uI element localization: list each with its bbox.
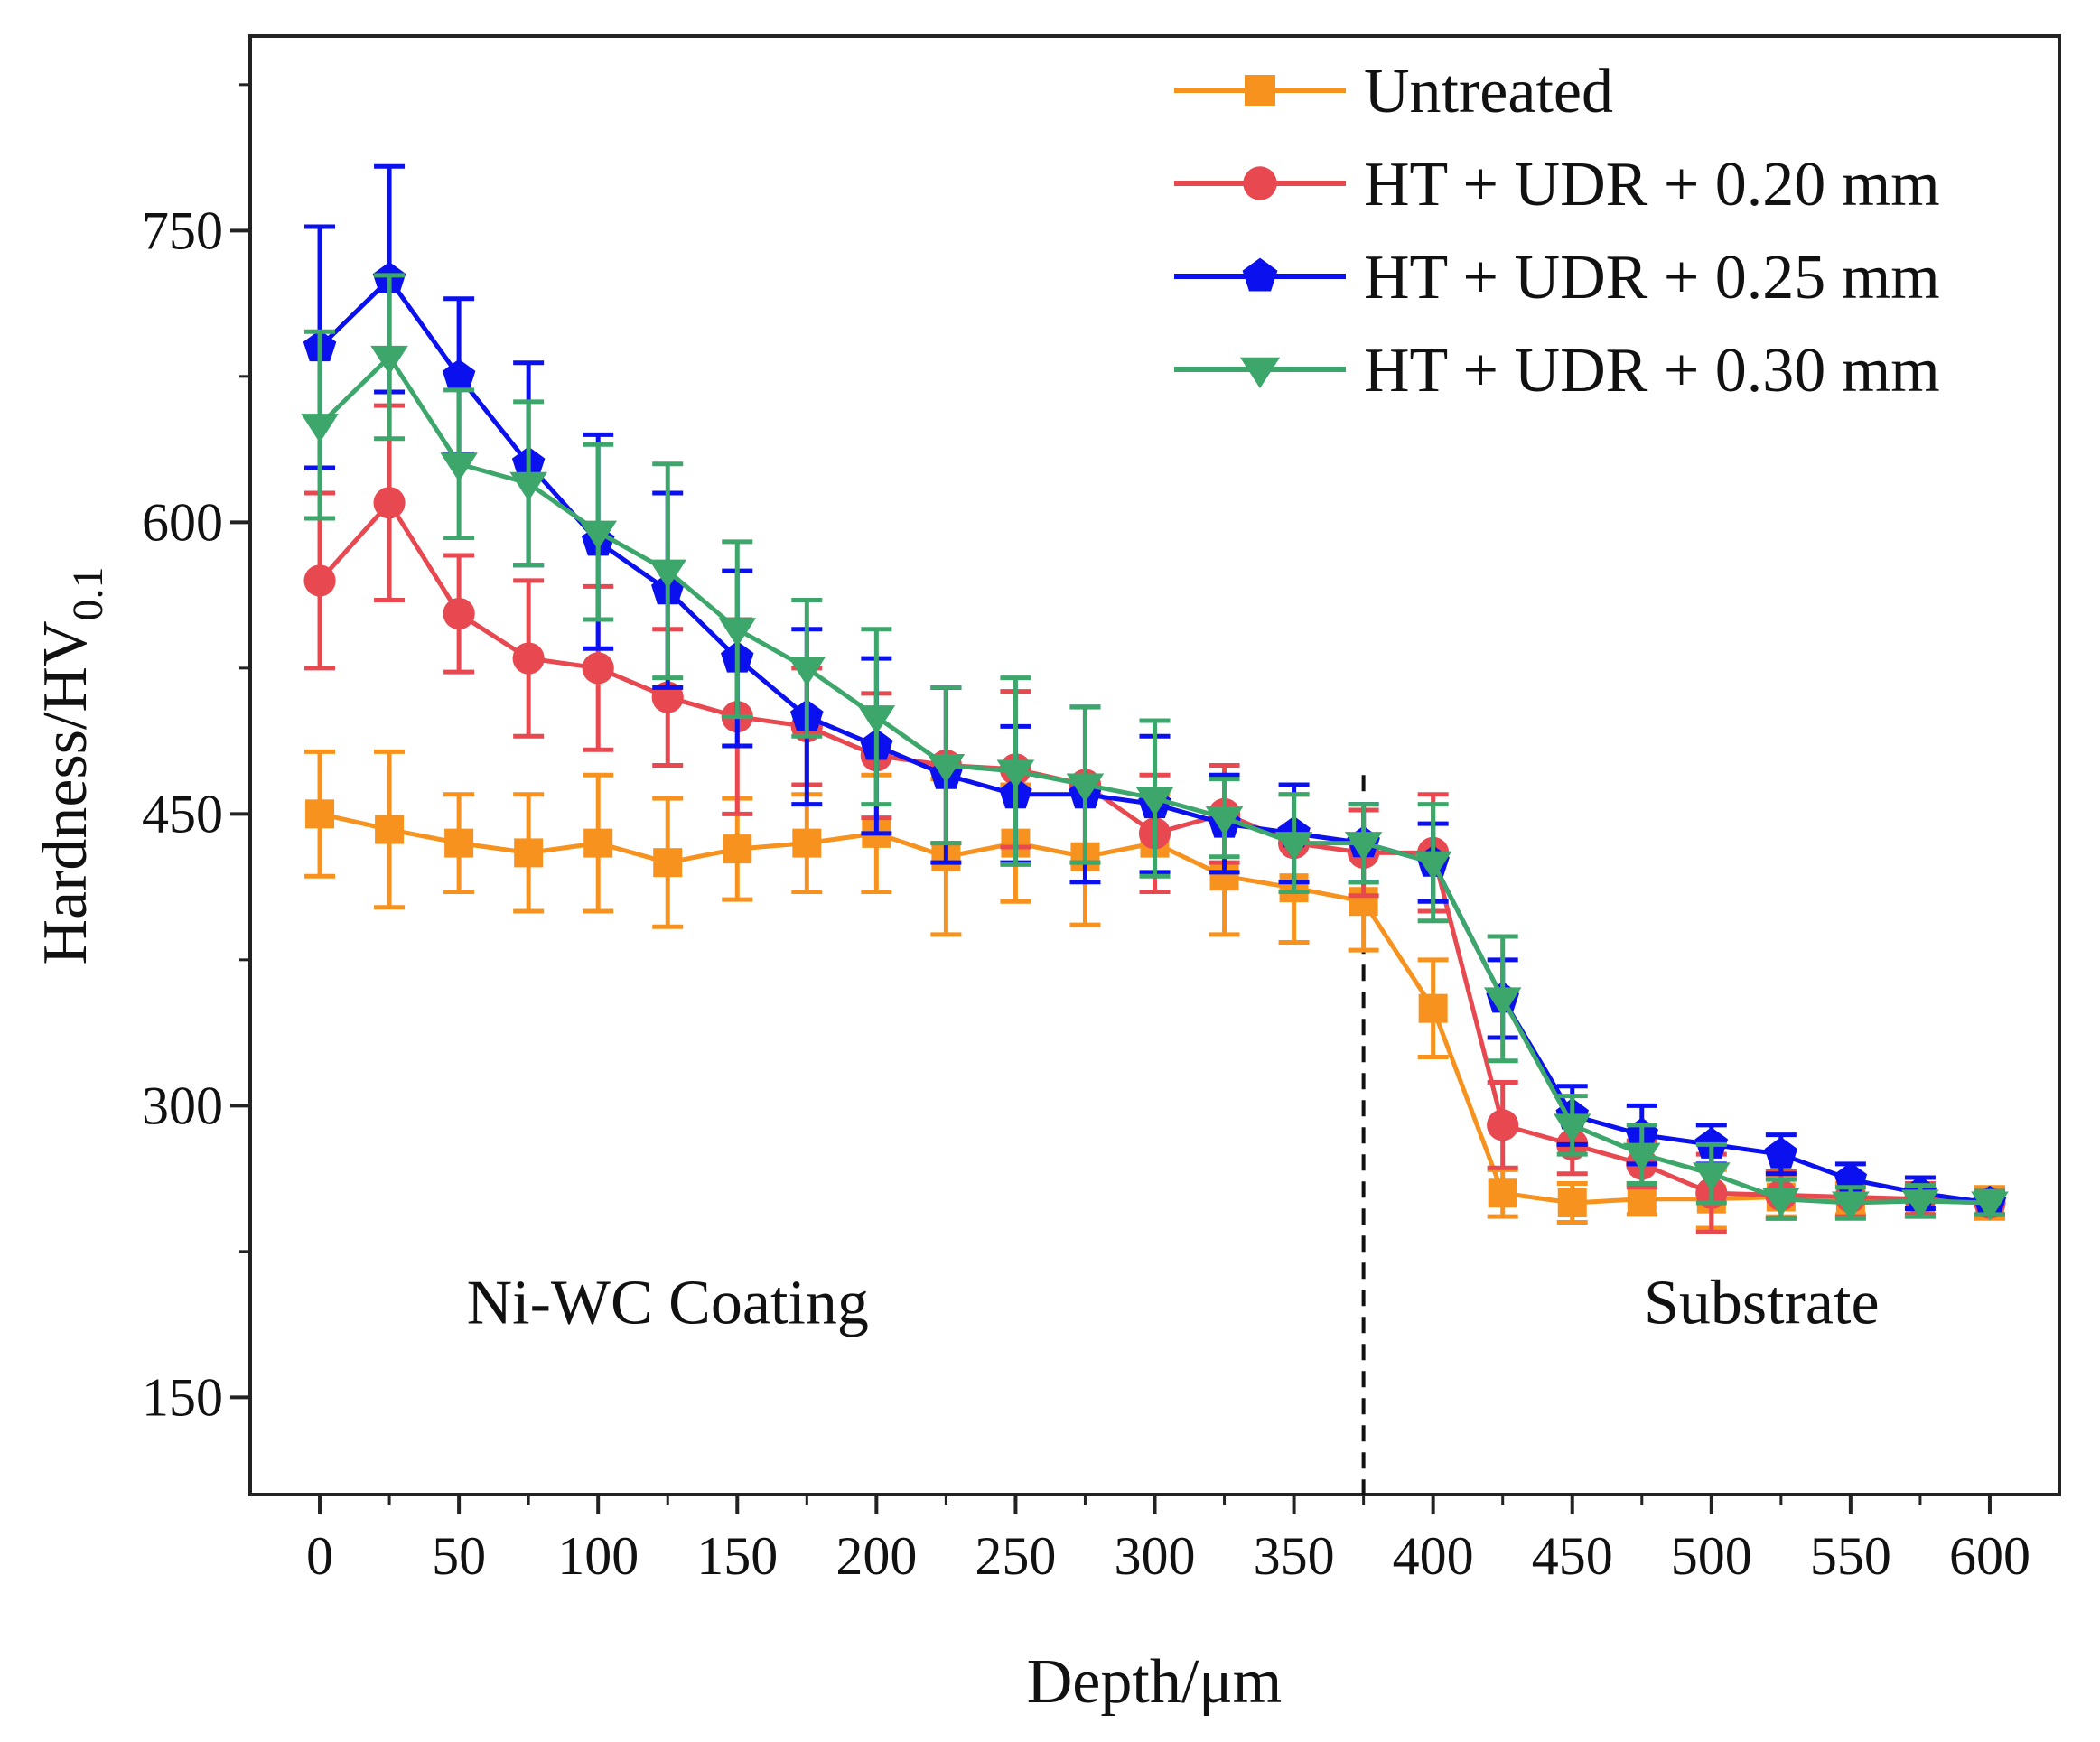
legend-label: HT + UDR + 0.30 mm bbox=[1364, 336, 1940, 405]
data-point bbox=[1487, 1109, 1519, 1141]
x-tick-label: 400 bbox=[1393, 1526, 1474, 1586]
x-tick-label: 100 bbox=[557, 1526, 639, 1586]
data-point bbox=[1971, 1191, 2009, 1221]
data-point bbox=[1066, 773, 1105, 803]
data-point bbox=[509, 471, 547, 502]
series-3 bbox=[303, 163, 2007, 1217]
x-tick-label: 250 bbox=[975, 1526, 1056, 1586]
y-tick-label: 450 bbox=[142, 784, 223, 843]
x-tick-label: 350 bbox=[1254, 1526, 1335, 1586]
data-point bbox=[1483, 987, 1522, 1017]
y-axis-label-main: Hardness/HV bbox=[31, 620, 100, 964]
data-point bbox=[373, 487, 406, 519]
data-point bbox=[1414, 851, 1452, 880]
legend-label: HT + UDR + 0.20 mm bbox=[1364, 150, 1940, 219]
data-point bbox=[788, 657, 826, 686]
data-point bbox=[723, 834, 752, 864]
data-point bbox=[1622, 1142, 1661, 1172]
data-point bbox=[927, 754, 966, 784]
y-tick-label: 750 bbox=[142, 200, 223, 260]
data-point bbox=[1274, 832, 1313, 862]
data-point bbox=[303, 564, 336, 597]
data-point bbox=[1245, 75, 1275, 106]
data-point bbox=[370, 345, 408, 376]
data-point bbox=[582, 652, 614, 685]
data-point bbox=[1553, 1113, 1591, 1143]
data-point bbox=[301, 414, 339, 443]
data-point bbox=[1488, 1178, 1517, 1208]
data-point bbox=[649, 559, 687, 589]
legend-item: HT + UDR + 0.25 mm bbox=[1174, 243, 1940, 312]
legend-item: HT + UDR + 0.20 mm bbox=[1174, 150, 1940, 219]
y-tick-label: 150 bbox=[142, 1367, 223, 1427]
data-point bbox=[1135, 787, 1174, 816]
substrate-region-label: Substrate bbox=[1644, 1269, 1880, 1338]
data-point bbox=[857, 705, 896, 735]
data-point bbox=[792, 828, 822, 858]
x-tick-label: 200 bbox=[835, 1526, 917, 1586]
data-point bbox=[1693, 1162, 1731, 1192]
data-point bbox=[305, 799, 335, 829]
y-axis-label-subscript: 0.1 bbox=[64, 566, 112, 620]
legend-label: HT + UDR + 0.25 mm bbox=[1364, 243, 1940, 312]
x-axis-label: Depth/μm bbox=[1027, 1647, 1283, 1717]
coating-region-label: Ni-WC Coating bbox=[467, 1269, 869, 1338]
data-point bbox=[512, 642, 545, 675]
legend-item: Untreated bbox=[1174, 57, 1613, 126]
data-point bbox=[653, 848, 683, 878]
data-point bbox=[579, 520, 617, 550]
legend-item: HT + UDR + 0.30 mm bbox=[1174, 336, 1940, 405]
data-point bbox=[1557, 1188, 1587, 1217]
x-tick-label: 550 bbox=[1810, 1526, 1891, 1586]
data-point bbox=[442, 359, 476, 391]
data-point bbox=[1832, 1191, 1870, 1221]
series-4 bbox=[301, 273, 2009, 1221]
legend-label: Untreated bbox=[1364, 57, 1613, 126]
data-point bbox=[1243, 166, 1277, 200]
data-point bbox=[1418, 993, 1448, 1023]
x-tick-label: 500 bbox=[1671, 1526, 1752, 1586]
data-point bbox=[583, 828, 613, 858]
data-point bbox=[1764, 1137, 1798, 1169]
x-tick-label: 600 bbox=[1949, 1526, 2030, 1586]
data-point bbox=[1901, 1189, 1939, 1219]
data-point bbox=[514, 838, 544, 868]
data-point bbox=[375, 815, 405, 844]
x-tick-label: 150 bbox=[696, 1526, 778, 1586]
data-point bbox=[1239, 357, 1281, 388]
y-axis-label: Hardness/HV0.1 bbox=[31, 566, 112, 964]
data-point bbox=[440, 452, 478, 482]
data-point bbox=[443, 597, 475, 630]
data-point bbox=[1205, 806, 1244, 836]
x-tick-label: 300 bbox=[1115, 1526, 1196, 1586]
data-point bbox=[444, 828, 474, 858]
data-point bbox=[1762, 1188, 1800, 1217]
data-point bbox=[996, 759, 1035, 789]
data-point bbox=[1344, 832, 1383, 862]
data-point bbox=[718, 618, 757, 647]
x-tick-label: 0 bbox=[306, 1526, 333, 1586]
y-tick-label: 600 bbox=[142, 492, 223, 552]
data-point bbox=[1242, 257, 1278, 292]
x-tick-label: 50 bbox=[432, 1526, 486, 1586]
x-tick-label: 450 bbox=[1532, 1526, 1613, 1586]
y-tick-label: 300 bbox=[142, 1076, 223, 1135]
